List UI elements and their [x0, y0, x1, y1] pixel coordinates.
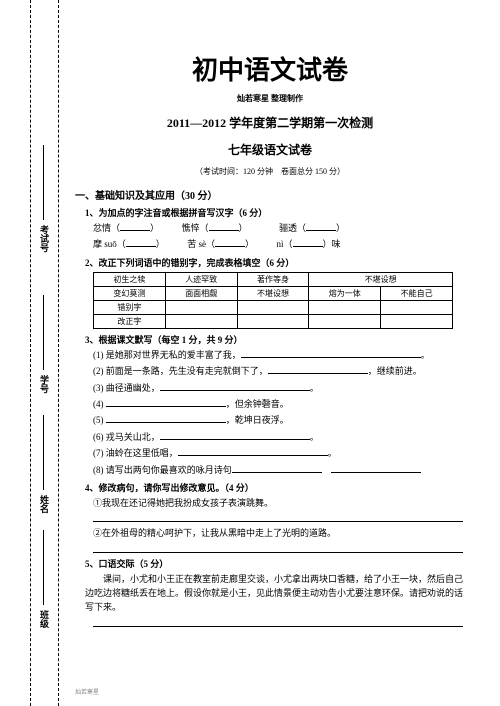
blank — [126, 237, 156, 247]
txt: 。 — [310, 383, 319, 393]
txt: 。 — [421, 350, 430, 360]
blank — [232, 463, 322, 473]
q3-2: (2) 前面是一条路，先生没有走完就倒下了， ，继续前进。 — [93, 364, 465, 378]
q4-title: 4、修改病句，请你写出修改意见。（4 分） — [85, 481, 465, 494]
txt: ，乾坤日夜浮。 — [226, 415, 289, 425]
blank — [268, 364, 368, 374]
cell — [165, 300, 237, 314]
blank — [178, 446, 328, 456]
q1-r1c: ） 骊透（ — [239, 223, 307, 233]
q1-r2b: ） 苦 sè（ — [156, 239, 215, 249]
q3-1: (1) 是她那对世界无私的爱丰富了我， 。 — [93, 348, 465, 362]
cell — [309, 300, 381, 314]
blank — [106, 413, 226, 423]
cell: 熔为一体 — [309, 286, 381, 300]
q5-body: 课间，小尤和小王正在教室前走廊里交谈，小尤拿出两块口香糖，给了小王一块，然后自己… — [85, 572, 465, 615]
q1-title: 1、为加点的字注音或根据拼音写汉字（6 分） — [85, 206, 465, 219]
blank — [120, 221, 150, 231]
q2-title: 2、改正下列词语中的错别字，完成表格填空（6 分） — [85, 256, 465, 269]
blank — [215, 237, 245, 247]
footer: 灿若寒星 — [75, 687, 99, 696]
blank — [293, 237, 323, 247]
txt: (6) 戎马关山北， — [93, 432, 160, 442]
year-title: 2011—2012 学年度第二学期第一次检测 — [75, 114, 465, 131]
q2-table: 初生之犊 人迹罕致 著作等身 不堪设想 变幻莫测 面面相觑 不堪设想 熔为一体 … — [93, 272, 453, 329]
cell — [381, 300, 453, 314]
q1-row1: 忿情（ ） 憔悴（ ） 骊透（ ） — [93, 221, 465, 235]
q3-4: (4) ，但余钟磬音。 — [93, 397, 465, 411]
txt: (4) — [93, 399, 106, 409]
txt: (5) — [93, 415, 106, 425]
txt: (7) 油蛉在这里低唱， — [93, 448, 178, 458]
answer-line — [93, 543, 463, 553]
q5-title: 5、口语交际（5 分） — [85, 557, 465, 570]
txt: 。 — [310, 432, 319, 442]
q3-title: 3、根据课文默写（每空 1 分，共 9 分） — [85, 333, 465, 346]
blank — [306, 221, 336, 231]
q1-r1d: ） — [336, 223, 345, 233]
cell: 变幻莫测 — [94, 286, 166, 300]
cell-label: 改正字 — [94, 314, 166, 328]
q1-row2: 摩 suō（ ） 苦 sè（ ） nì（ ）味 — [93, 237, 465, 251]
q1-r2c: ） nì（ — [245, 239, 293, 249]
q1-r2a: 摩 suō（ — [93, 239, 126, 249]
blank — [106, 397, 226, 407]
q3-6: (6) 戎马关山北， 。 — [93, 430, 465, 444]
answer-line — [93, 617, 463, 627]
txt: (8) 请写出两句你最喜欢的咏月诗句 — [93, 465, 232, 475]
cell: 不堪设想 — [237, 286, 309, 300]
blank — [209, 221, 239, 231]
cell-label: 错别字 — [94, 300, 166, 314]
cell — [237, 314, 309, 328]
q1-r1a: 忿情（ — [93, 223, 120, 233]
q1-r1b: ） 憔悴（ — [150, 223, 209, 233]
cell — [165, 314, 237, 328]
q3-8: (8) 请写出两句你最喜欢的咏月诗句 — [93, 463, 465, 477]
txt: ，继续前进。 — [368, 366, 422, 376]
cell — [381, 314, 453, 328]
txt: (2) 前面是一条路，先生没有走完就倒下了， — [93, 366, 268, 376]
cell: 人迹罕致 — [165, 272, 237, 286]
cell: 著作等身 — [237, 272, 309, 286]
q4-1: ①我现在还记得她把我扮成女孩子表演跳舞。 — [93, 496, 465, 510]
exam-info: （考试时间：120 分钟 卷面总分 150 分） — [75, 166, 465, 177]
cell: 不能自己 — [381, 286, 453, 300]
author-line: 灿若寒星 整理制作 — [75, 93, 465, 104]
table-row: 初生之犊 人迹罕致 著作等身 不堪设想 — [94, 272, 453, 286]
table-row: 变幻莫测 面面相觑 不堪设想 熔为一体 不能自己 — [94, 286, 453, 300]
txt: 。 — [328, 448, 337, 458]
cell: 面面相觑 — [165, 286, 237, 300]
q3-3: (3) 曲径通幽处， 。 — [93, 381, 465, 395]
q4-2: ②在外祖母的精心呵护下，让我从黑暗中走上了光明的道路。 — [93, 526, 465, 540]
blank — [331, 463, 421, 473]
section-1-head: 一、基础知识及其应用（30 分） — [75, 187, 465, 202]
q3-7: (7) 油蛉在这里低唱， 。 — [93, 446, 465, 460]
answer-line — [93, 512, 463, 522]
txt: (1) 是她那对世界无私的爱丰富了我， — [93, 350, 241, 360]
blank — [160, 381, 310, 391]
q1-r2d: ）味 — [323, 239, 341, 249]
q3-5: (5) ，乾坤日夜浮。 — [93, 413, 465, 427]
table-row: 改正字 — [94, 314, 453, 328]
cell — [237, 300, 309, 314]
txt: ，但余钟磬音。 — [226, 399, 289, 409]
cell — [309, 314, 381, 328]
page-content: 初中语文试卷 灿若寒星 整理制作 2011—2012 学年度第二学期第一次检测 … — [0, 0, 500, 641]
table-row: 错别字 — [94, 300, 453, 314]
cell: 初生之犊 — [94, 272, 166, 286]
grade-title: 七年级语文试卷 — [75, 141, 465, 158]
cell: 不堪设想 — [309, 272, 453, 286]
blank — [160, 430, 310, 440]
blank — [241, 348, 421, 358]
main-title: 初中语文试卷 — [75, 50, 465, 87]
txt: (3) 曲径通幽处， — [93, 383, 160, 393]
